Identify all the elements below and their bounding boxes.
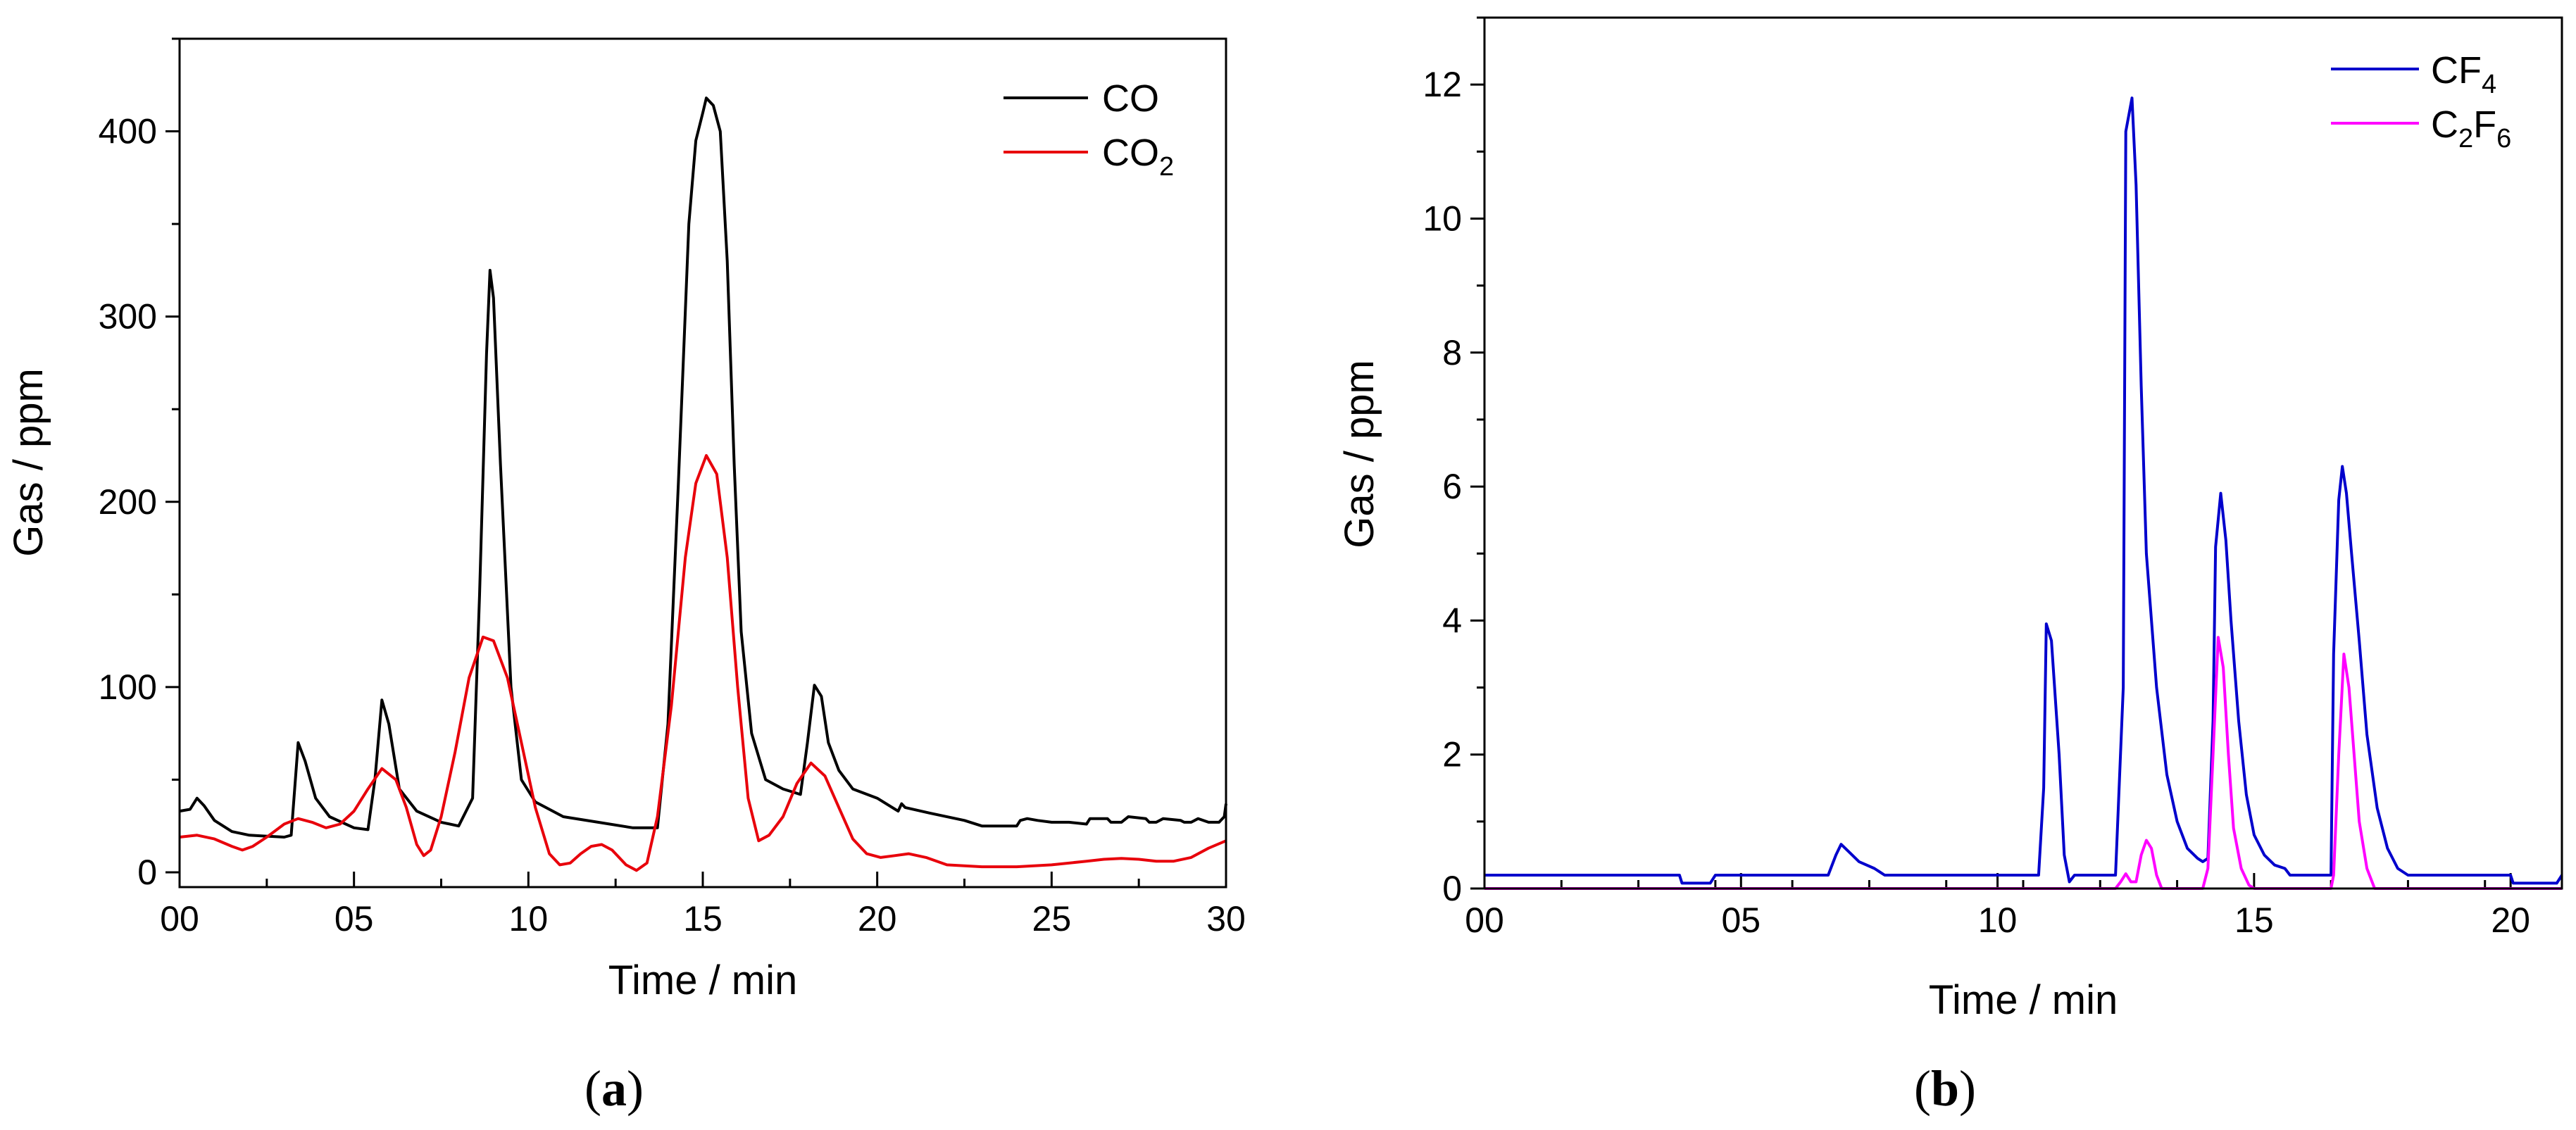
legend-label-c2f6: C2F6 [2431,103,2511,153]
x-tick-label: 00 [1465,900,1504,940]
y-tick-label: 300 [99,297,157,337]
x-tick-label: 05 [1721,900,1761,940]
x-tick-label: 20 [2491,900,2530,940]
y-tick-label: 100 [99,667,157,707]
y-tick-label: 6 [1442,467,1462,506]
panel-a-plot-frame [178,37,1227,889]
panel-a-x-tick-labels: 00 05 10 15 20 25 30 [160,899,1246,938]
x-tick-label: 20 [858,899,897,938]
legend-label-cf4: CF4 [2431,49,2496,99]
y-tick-label: 4 [1442,601,1462,640]
y-tick-label: 2 [1442,735,1462,774]
panel-b-legend: CF4 C2F6 [2331,49,2511,153]
x-tick-label: 25 [1032,899,1072,938]
panel-a-y-axis-label: Gas / ppm [6,368,51,557]
x-tick-label: 10 [1978,900,2018,940]
panel-b-plot-frame [1483,16,2563,890]
panel-a-x-axis-label: Time / min [608,958,798,1003]
panel-b-x-tick-labels: 00 05 10 15 20 [1465,900,2530,940]
panel-b: 00 05 10 15 20 0 2 4 6 8 10 12 Time / min Gas / pp… [1337,16,2563,1117]
series-line-c2f6 [1484,636,2562,890]
y-tick-label: 10 [1423,199,1462,238]
y-tick-label: 8 [1442,333,1462,372]
y-tick-label: 0 [137,853,157,892]
x-tick-label: 15 [683,899,723,938]
legend-label-co: CO [1102,77,1159,120]
series-line-cf4 [1484,96,2563,885]
x-tick-label: 05 [334,899,374,938]
panel-b-ticks [1470,16,2512,890]
panel-a-legend: CO CO2 [1003,77,1174,182]
x-tick-label: 30 [1206,899,1246,938]
panel-a-y-tick-labels: 0 100 200 300 400 [99,112,157,892]
y-tick-label: 12 [1423,65,1462,104]
panel-b-y-tick-labels: 0 2 4 6 8 10 12 [1423,65,1462,908]
panel-a-ticks [165,37,1227,887]
series-line-co2 [179,454,1227,872]
series-line-co [179,96,1227,839]
panel-b-y-axis-label: Gas / ppm [1337,360,1382,548]
legend-label-co2: CO2 [1102,132,1174,182]
panel-b-caption: (b) [1914,1060,1976,1117]
panel-a-series [179,96,1227,872]
x-tick-label: 10 [509,899,549,938]
panel-b-series [1484,96,2563,890]
x-tick-label: 15 [2234,900,2274,940]
x-tick-label: 00 [160,899,199,938]
panel-b-x-axis-label: Time / min [1929,977,2118,1023]
y-tick-label: 400 [99,112,157,151]
panel-a-caption: (a) [584,1060,644,1117]
y-tick-label: 0 [1442,869,1462,908]
y-tick-label: 200 [99,482,157,522]
